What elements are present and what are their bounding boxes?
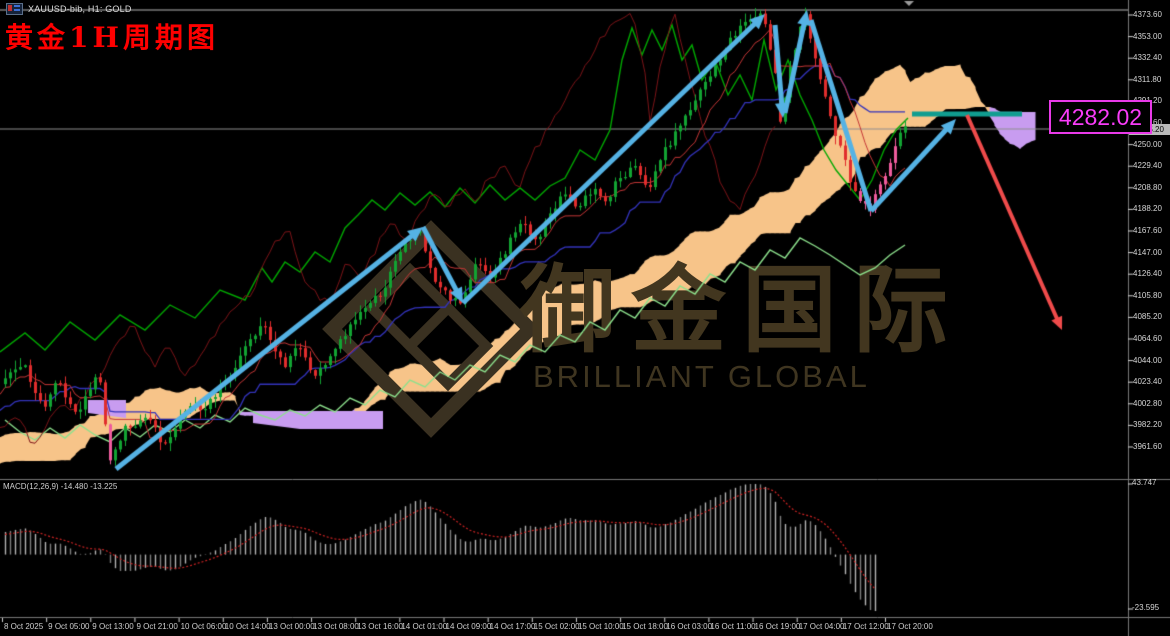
time-tick-label: 16 Oct 03:00 — [666, 622, 713, 631]
price-tick-label: 4332.40 — [1133, 53, 1162, 63]
price-tick-label: 4147.00 — [1133, 247, 1162, 257]
time-tick-label: 16 Oct 19:00 — [754, 622, 801, 631]
price-tick-label: 4126.40 — [1133, 269, 1162, 279]
price-tick-label: 4208.80 — [1133, 182, 1162, 192]
price-tick-label: 4311.80 — [1133, 74, 1162, 84]
time-tick-label: 15 Oct 02:00 — [533, 622, 580, 631]
price-tick-label: 4373.60 — [1133, 10, 1162, 19]
price-tick-label: 4044.00 — [1133, 355, 1162, 365]
price-tick-label: 4023.40 — [1133, 377, 1162, 387]
time-tick-label: 17 Oct 12:00 — [842, 622, 889, 631]
price-tick-label: 3982.20 — [1133, 420, 1162, 430]
time-tick-label: 13 Oct 08:00 — [313, 622, 359, 631]
time-tick-label: 15 Oct 18:00 — [622, 622, 668, 631]
price-tick-label: 4064.60 — [1133, 333, 1162, 343]
price-tick-label: 4353.00 — [1133, 31, 1162, 41]
time-tick-label: 13 Oct 00:00 — [268, 622, 315, 631]
time-tick-label: 8 Oct 2025 — [4, 622, 44, 631]
price-tick-label: 3961.60 — [1133, 441, 1162, 451]
time-tick-label: 17 Oct 20:00 — [887, 622, 933, 631]
price-tick-label: 4002.80 — [1133, 398, 1162, 408]
price-target-annotation[interactable]: 4282.02 — [1049, 100, 1152, 134]
price-tick-label: 4167.60 — [1133, 225, 1162, 235]
time-tick-label: 9 Oct 13:00 — [92, 622, 134, 631]
time-tick-label: 14 Oct 09:00 — [445, 622, 492, 631]
time-tick-label: 14 Oct 01:00 — [401, 622, 448, 631]
time-tick-label: 17 Oct 04:00 — [798, 622, 845, 631]
price-tick-label: 4229.40 — [1133, 161, 1162, 171]
time-tick-label: 16 Oct 11:00 — [710, 622, 756, 631]
price-tick-label: 4105.80 — [1133, 290, 1162, 300]
time-tick-label: 9 Oct 21:00 — [136, 622, 178, 631]
price-tick-label: 4188.20 — [1133, 204, 1162, 214]
time-tick-label: 10 Oct 14:00 — [224, 622, 271, 631]
time-tick-label: 14 Oct 17:00 — [489, 622, 536, 631]
price-tick-label: 4250.00 — [1133, 139, 1162, 149]
time-tick-label: 10 Oct 06:00 — [180, 622, 227, 631]
time-tick-label: 13 Oct 16:00 — [357, 622, 403, 631]
time-tick-label: 15 Oct 10:00 — [577, 622, 624, 631]
time-tick-label: 9 Oct 05:00 — [48, 622, 90, 631]
price-tick-label: 4085.20 — [1133, 312, 1162, 322]
